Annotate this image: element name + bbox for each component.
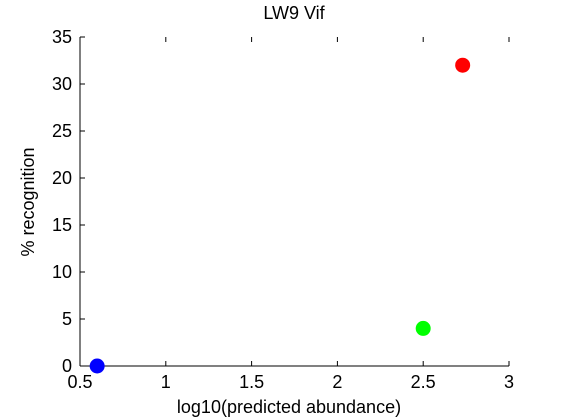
- y-tick-label: 20: [52, 168, 72, 188]
- y-tick-label: 30: [52, 74, 72, 94]
- y-tick-label: 35: [52, 27, 72, 47]
- data-point-1: [89, 358, 105, 374]
- x-tick-label: 3: [504, 372, 514, 392]
- y-tick-label: 10: [52, 262, 72, 282]
- axes: [79, 37, 509, 367]
- y-tick-label: 25: [52, 121, 72, 141]
- data-points: [89, 57, 471, 374]
- y-tick-label: 5: [62, 309, 72, 329]
- data-point-3: [455, 57, 471, 73]
- y-axis-label: % recognition: [18, 147, 38, 256]
- y-tick-label: 15: [52, 215, 72, 235]
- x-tick-label: 2: [332, 372, 342, 392]
- x-tick-label: 2.5: [411, 372, 436, 392]
- y-ticks: 0 5 10 15 20 25 30 35: [52, 27, 85, 376]
- x-ticks: 0.5 1 1.5 2 2.5 3: [67, 37, 514, 392]
- x-axis-label: log10(predicted abundance): [177, 397, 401, 417]
- x-tick-label: 0.5: [67, 372, 92, 392]
- data-point-2: [415, 320, 431, 336]
- x-tick-label: 1.5: [239, 372, 264, 392]
- y-tick-label: 0: [62, 356, 72, 376]
- chart-title: LW9 Vif: [263, 3, 325, 23]
- x-tick-label: 1: [161, 372, 171, 392]
